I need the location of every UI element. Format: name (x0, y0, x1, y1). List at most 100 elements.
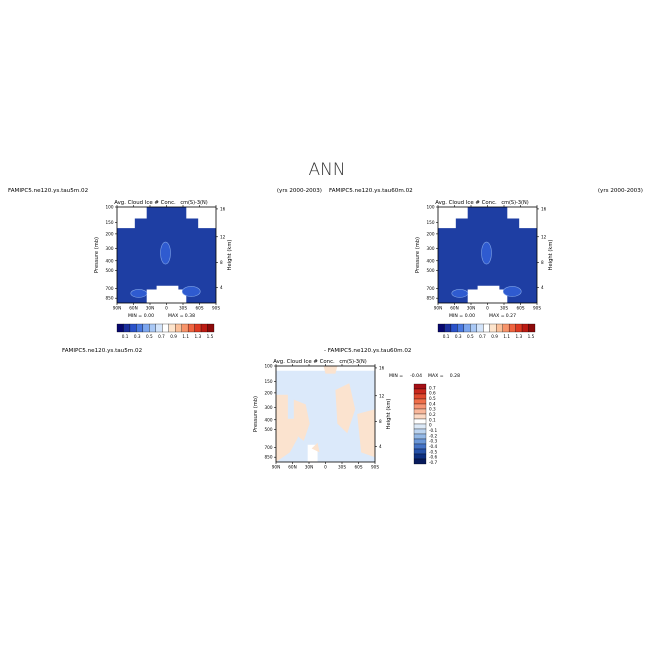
y-axis-label: Pressure (mb) (94, 237, 100, 273)
x-tick-label: 90N (113, 306, 121, 311)
x-tick-label: 90S (371, 465, 379, 470)
panel-units: cm(S)-3(N) (339, 359, 366, 365)
y-tick-label: 100 (106, 205, 114, 210)
colorbar-label: 0.7 (429, 385, 436, 390)
diff-case-label: - FAMIPC5.ne120.ys.tau60m.02 (324, 348, 412, 354)
colorbar-swatch (200, 323, 208, 333)
x-tick-label: 30S (500, 306, 508, 311)
colorbar-swatch (413, 448, 427, 455)
max-value: 0.27 (506, 313, 516, 319)
max-label: MAX = (168, 313, 184, 319)
colorbar-swatch (136, 323, 144, 333)
y-right-tick-label: 4 (220, 285, 223, 290)
y-right-axis-label: Height (km) (548, 240, 554, 271)
diff-positive-patch (311, 442, 320, 453)
y-right-tick-label: 8 (220, 260, 223, 265)
colorbar-label: 0.7 (479, 334, 486, 339)
min-label: MIN = (128, 313, 142, 319)
diff-positive-patch (357, 409, 375, 458)
y-tick-label: 500 (427, 268, 435, 273)
chart-panel-2: 90N 60N 30N 0 30S 60S 90S 100 150 200 300 400 500 700… (329, 188, 643, 339)
colorbar-label: -0.7 (429, 460, 438, 465)
y-tick-label: 200 (265, 390, 273, 395)
colorbar-label: 0.5 (146, 334, 153, 339)
colorbar-label: 0.1 (443, 334, 450, 339)
colorbar-label: 1.5 (207, 334, 214, 339)
colorbar-swatch (187, 323, 195, 333)
colorbar-swatch (142, 323, 150, 333)
y-tick-label: 100 (265, 364, 273, 369)
y-tick-label: 700 (427, 286, 435, 291)
chart-panel-1: 90N 60N 30N 0 30S 60S 90S 100 150 200 300 400 500 700… (8, 188, 322, 339)
colorbar-swatch (129, 323, 137, 333)
diff-positive-patch (323, 366, 338, 374)
panel-title: Avg. Cloud Ice # Conc. (273, 359, 335, 365)
colorbar-label: 1.1 (503, 334, 510, 339)
y-right-tick-label: 12 (379, 393, 385, 398)
colorbar-swatch (181, 323, 189, 333)
page-title: ANN (308, 160, 346, 180)
colorbar-swatch (123, 323, 131, 333)
min-value: 0.00 (465, 313, 475, 319)
x-tick-label: 30S (179, 306, 187, 311)
colorbar-label: 0.2 (429, 412, 436, 417)
x-tick-label: 90S (212, 306, 220, 311)
y-tick-label: 300 (265, 405, 273, 410)
contour-blob (451, 289, 469, 298)
colorbar-swatch (413, 438, 427, 445)
colorbar-label: 0.3 (134, 334, 141, 339)
x-tick-label: 0 (324, 465, 327, 470)
colorbar-label: -0.5 (429, 449, 438, 454)
colorbar-label: -0.3 (429, 439, 438, 444)
x-tick-label: 30N (467, 306, 475, 311)
x-tick-label: 90N (272, 465, 280, 470)
y-tick-label: 150 (265, 379, 273, 384)
y-tick-label: 100 (427, 205, 435, 210)
y-tick-label: 300 (427, 246, 435, 251)
x-tick-label: 60N (288, 465, 296, 470)
colorbar-swatch (521, 323, 529, 333)
max-value: 0.38 (185, 313, 195, 319)
contour-blob (160, 241, 171, 265)
y-right-tick-label: 4 (379, 444, 382, 449)
case-name: FAMIPC5.ne120.ys.tau60m.02 (329, 188, 413, 194)
y-tick-label: 200 (106, 231, 114, 236)
y-right-tick-label: 8 (541, 260, 544, 265)
colorbar-label: 0 (429, 423, 432, 428)
y-right-tick-label: 8 (379, 419, 382, 424)
y-right-axis-label: Height (km) (386, 399, 392, 430)
y-tick-label: 850 (427, 296, 435, 301)
y-tick-label: 400 (427, 258, 435, 263)
colorbar-swatch (413, 458, 427, 465)
colorbar-swatch (450, 323, 458, 333)
y-right-axis-label: Height (km) (227, 240, 233, 271)
colorbar-label: 0.9 (491, 334, 498, 339)
diff-positive-patch (293, 399, 310, 441)
colorbar-swatch (413, 433, 427, 440)
y-tick-label: 200 (427, 231, 435, 236)
x-tick-label: 60N (129, 306, 137, 311)
colorbar-swatch (437, 323, 445, 333)
colorbar-label: -0.4 (429, 444, 438, 449)
chart-panel-3: 90N 60N 30N 0 30S 60S 90S 100 150 200 300 400 500 700… (62, 348, 460, 470)
colorbar-swatch (413, 408, 427, 415)
y-tick-label: 500 (265, 427, 273, 432)
colorbar-label: -0.1 (429, 428, 438, 433)
colorbar-swatch (413, 398, 427, 405)
y-tick-label: 700 (265, 445, 273, 450)
max-value: 0.28 (450, 373, 460, 379)
contour-blob (130, 289, 148, 298)
colorbar-label: 0.4 (429, 401, 436, 406)
colorbar-swatch (496, 323, 503, 333)
x-tick-label: 30N (305, 465, 313, 470)
colorbar-swatch (413, 388, 427, 395)
contour-blob (481, 241, 492, 265)
colorbar-swatch (489, 323, 497, 333)
colorbar-swatch (413, 383, 427, 390)
y-right-tick-label: 16 (379, 365, 385, 370)
panel-units: cm(S)-3(N) (180, 200, 207, 206)
y-tick-label: 400 (265, 417, 273, 422)
y-right-tick-label: 12 (541, 234, 547, 239)
colorbar-label: 0.1 (429, 417, 436, 422)
